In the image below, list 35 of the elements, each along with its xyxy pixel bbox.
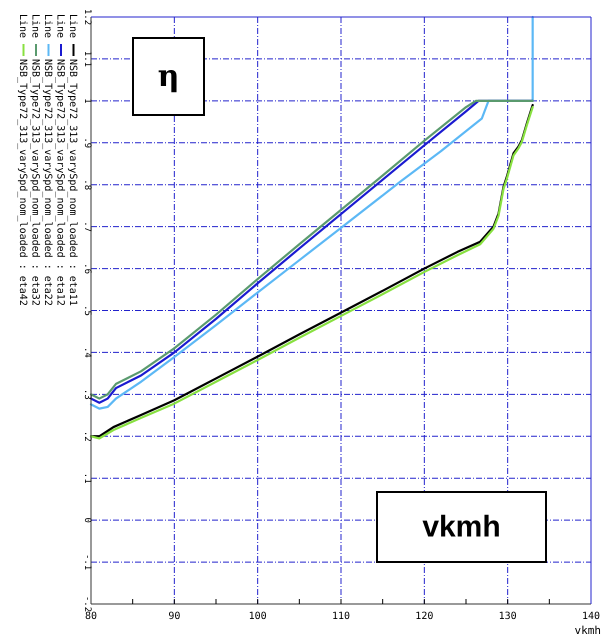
x-tick-label: 130 (498, 611, 517, 622)
annotation: η (158, 59, 180, 94)
legend-label: NSB_Type72_313_varySpd_nom_loaded : eta11 (67, 59, 78, 306)
y-tick-label: -.1 (82, 554, 92, 570)
y-tick-label: .9 (82, 137, 92, 148)
x-tick-label: 120 (415, 611, 434, 622)
text: Line (42, 14, 53, 38)
y-tick-label: .4 (82, 347, 92, 358)
x-tick-label: 80 (84, 611, 98, 622)
x-axis-title: vkmh (574, 624, 601, 637)
y-tick-label: .7 (82, 221, 92, 232)
y-tick-label: .2 (82, 430, 92, 442)
text: Line (67, 14, 78, 38)
text: Line (17, 14, 28, 38)
text: Line (54, 14, 66, 38)
text: Line (30, 14, 40, 38)
y-tick-label: .6 (82, 263, 92, 274)
y-tick-label: 0 (82, 517, 92, 523)
legend-label: NSB_Type72_313_varySpd_nom_loaded : eta22 (42, 59, 53, 306)
x-tick-label: 140 (582, 611, 600, 622)
y-tick-label: .8 (82, 179, 92, 190)
y-tick-label: .5 (82, 305, 92, 316)
y-tick-label: 1.1 (82, 50, 92, 68)
legend-label: NSB_Type72_313_varySpd_nom_loaded : eta42 (17, 59, 28, 306)
legend-label: NSB_Type72_313_varySpd_nom_loaded : eta32 (30, 59, 40, 306)
y-tick-label: .3 (82, 388, 92, 400)
y-tick-label: 1.2 (82, 8, 92, 26)
legend-label: NSB_Type72_313_varySpd_nom_loaded : eta12 (54, 59, 66, 306)
y-tick-label: .1 (82, 472, 92, 484)
x-tick-label: 100 (248, 611, 267, 622)
y-tick-label: 1 (82, 98, 92, 104)
x-tick-label: 110 (332, 611, 350, 622)
y-tick-label: -.2 (82, 596, 92, 612)
annotation: vkmh (422, 510, 501, 544)
x-tick-label: 90 (168, 611, 180, 622)
